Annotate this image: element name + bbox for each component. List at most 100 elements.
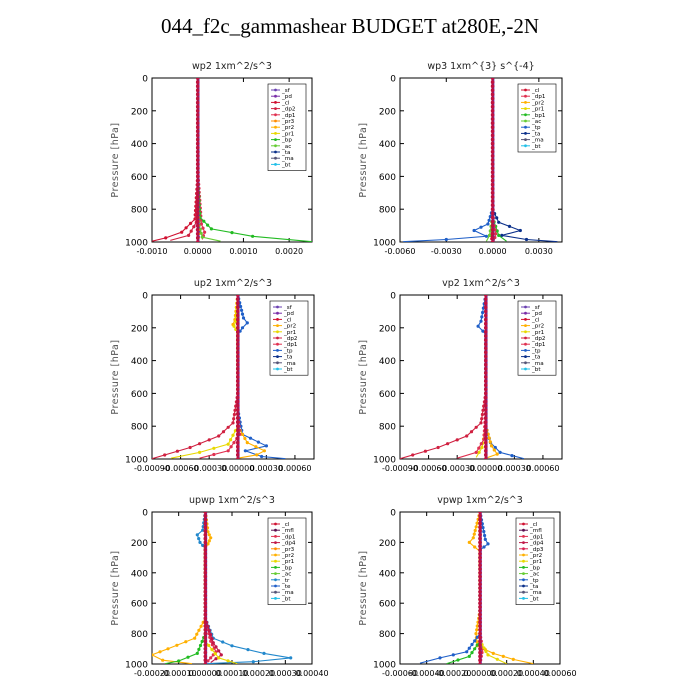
- x-tick-label: 0.00040: [517, 669, 550, 678]
- series-point: [518, 228, 522, 233]
- legend-marker: [522, 541, 525, 544]
- series-point: [209, 536, 213, 540]
- legend-label: _sf: [531, 305, 541, 311]
- series-point: [474, 450, 478, 454]
- zero-profile-point: [235, 457, 240, 459]
- series-point: [199, 231, 203, 235]
- legend-label: _bp: [281, 138, 292, 144]
- x-tick-label: -0.0060: [385, 247, 416, 256]
- legend-marker: [274, 566, 277, 569]
- legend-marker: [276, 355, 279, 358]
- legend-label: _pd: [281, 94, 292, 100]
- legend-marker: [522, 597, 525, 600]
- zero-profile-point: [483, 420, 488, 424]
- zero-profile-point: [235, 301, 240, 306]
- legend-marker: [274, 590, 277, 594]
- series-point: [501, 654, 505, 659]
- zero-profile-point: [203, 647, 208, 651]
- legend-marker: [276, 318, 279, 321]
- zero-profile-point: [483, 326, 488, 330]
- zero-profile-point: [483, 354, 488, 359]
- zero-profile-point: [203, 514, 208, 518]
- series-point: [184, 226, 188, 230]
- zero-profile-point: [490, 80, 495, 84]
- series-point: [226, 449, 230, 453]
- x-tick-label: -0.00090: [134, 464, 170, 473]
- zero-profile-point: [490, 240, 495, 242]
- series-point: [226, 425, 230, 429]
- series-point: [152, 653, 154, 657]
- series-point: [455, 438, 459, 442]
- legend-label: _dp1: [281, 113, 296, 119]
- series-point: [207, 438, 211, 442]
- zero-profile-point: [490, 174, 495, 179]
- zero-profile-point: [195, 125, 200, 129]
- legend-marker: [274, 553, 277, 557]
- series-point: [240, 312, 245, 316]
- y-tick-label: 200: [131, 107, 148, 117]
- legend-marker: [274, 119, 277, 123]
- legend-label: _tp: [531, 125, 541, 131]
- y-tick-label: 1000: [373, 239, 396, 249]
- series-point: [206, 659, 210, 663]
- zero-profile-point: [483, 444, 488, 449]
- chart-title: wp3 1xm^{3} s^{-4}: [427, 61, 534, 72]
- legend-label: _bp1: [531, 113, 546, 119]
- legend-marker: [274, 150, 277, 154]
- x-tick-label: 0.0030: [525, 247, 553, 256]
- x-tick-label: 0.00010: [215, 669, 248, 678]
- zero-profile-point: [478, 597, 482, 602]
- x-tick-label: -0.00060: [411, 464, 447, 473]
- legend-label: _ma: [281, 156, 294, 162]
- zero-profile-point: [235, 295, 240, 297]
- zero-profile-point: [478, 574, 482, 579]
- chart-title: upwp 1xm^2/s^3: [189, 495, 275, 506]
- series-point: [446, 442, 450, 446]
- series-point: [467, 654, 471, 659]
- series-point: [483, 537, 487, 542]
- zero-profile-point: [203, 609, 208, 613]
- series-point: [221, 430, 226, 434]
- zero-profile-point: [478, 533, 482, 537]
- zero-profile-point: [483, 338, 488, 342]
- series-point: [243, 436, 247, 441]
- series-point: [289, 656, 293, 660]
- series-line: [170, 295, 239, 459]
- zero-profile-point: [483, 383, 488, 388]
- zero-profile-point: [490, 223, 495, 228]
- legend-label: _ta: [531, 355, 540, 361]
- zero-profile-point: [490, 227, 495, 232]
- legend-label: _bt: [531, 367, 541, 373]
- zero-profile-point: [195, 240, 200, 242]
- zero-profile-point: [195, 182, 200, 187]
- page-title: 044_f2c_gammashear BUDGET at280E,-2N: [160, 14, 540, 38]
- series-point: [494, 232, 498, 236]
- y-tick-label: 600: [131, 173, 148, 183]
- zero-profile-point: [235, 305, 240, 310]
- y-tick-label: 1000: [125, 456, 148, 466]
- zero-profile-point: [478, 590, 482, 594]
- series-point: [175, 643, 179, 647]
- zero-profile-point: [478, 586, 482, 590]
- legend-marker: [276, 367, 279, 371]
- series-point: [195, 632, 199, 636]
- series-point: [471, 536, 475, 540]
- zero-profile-point: [235, 297, 240, 301]
- plot-area: [403, 78, 558, 242]
- zero-profile-point: [483, 309, 488, 314]
- series-point: [206, 530, 210, 534]
- zero-profile-point: [478, 605, 482, 609]
- zero-profile-point: [490, 191, 495, 195]
- zero-profile-point: [195, 178, 200, 183]
- series-point: [482, 646, 486, 650]
- legend-marker: [522, 553, 525, 557]
- legend-label: _ma: [531, 361, 544, 367]
- zero-profile-point: [235, 420, 240, 424]
- series-point: [256, 440, 260, 444]
- series-point: [212, 452, 216, 457]
- zero-profile-point: [195, 203, 200, 207]
- series-point: [207, 539, 211, 543]
- zero-profile-point: [478, 601, 482, 605]
- zero-profile-point: [195, 191, 200, 195]
